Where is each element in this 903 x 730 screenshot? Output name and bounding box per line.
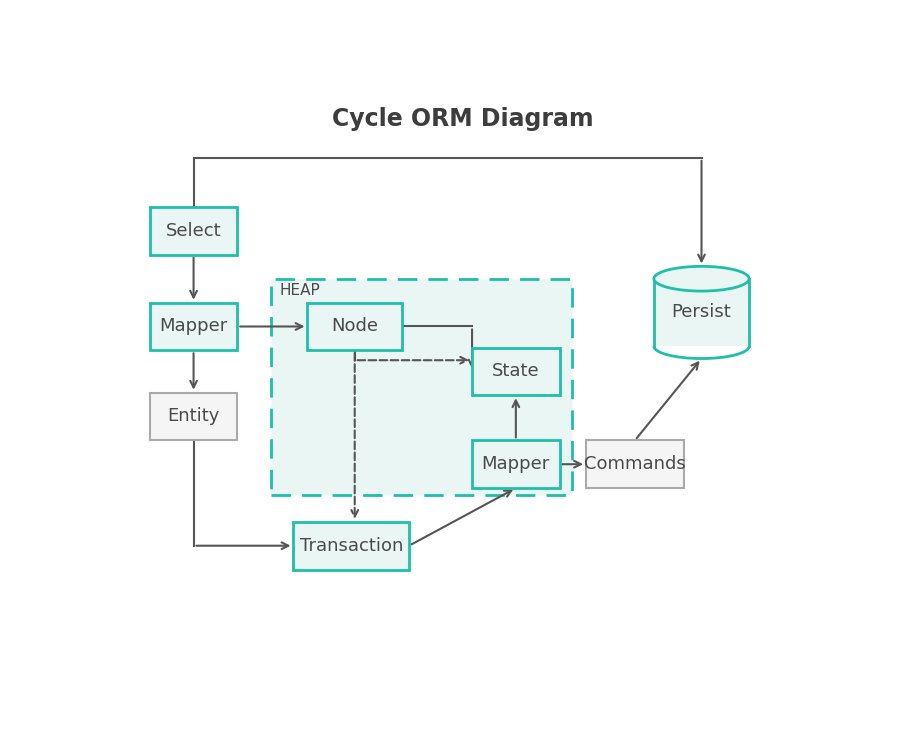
Polygon shape [653, 279, 749, 346]
FancyBboxPatch shape [150, 207, 237, 255]
Text: Select: Select [165, 222, 221, 240]
Text: Cycle ORM Diagram: Cycle ORM Diagram [332, 107, 593, 131]
Text: Transaction: Transaction [299, 537, 403, 555]
Ellipse shape [653, 266, 749, 291]
Text: Node: Node [330, 318, 377, 336]
FancyBboxPatch shape [270, 279, 572, 495]
FancyBboxPatch shape [471, 440, 559, 488]
FancyBboxPatch shape [585, 440, 684, 488]
Text: State: State [491, 363, 539, 380]
FancyBboxPatch shape [471, 347, 559, 396]
Text: Persist: Persist [671, 304, 731, 321]
FancyBboxPatch shape [150, 393, 237, 440]
Text: HEAP: HEAP [279, 283, 320, 299]
Text: Mapper: Mapper [159, 318, 228, 336]
FancyBboxPatch shape [293, 522, 408, 569]
Text: Mapper: Mapper [481, 456, 549, 473]
FancyBboxPatch shape [307, 303, 402, 350]
FancyBboxPatch shape [150, 303, 237, 350]
Text: Entity: Entity [167, 407, 219, 426]
Text: Commands: Commands [583, 456, 685, 473]
